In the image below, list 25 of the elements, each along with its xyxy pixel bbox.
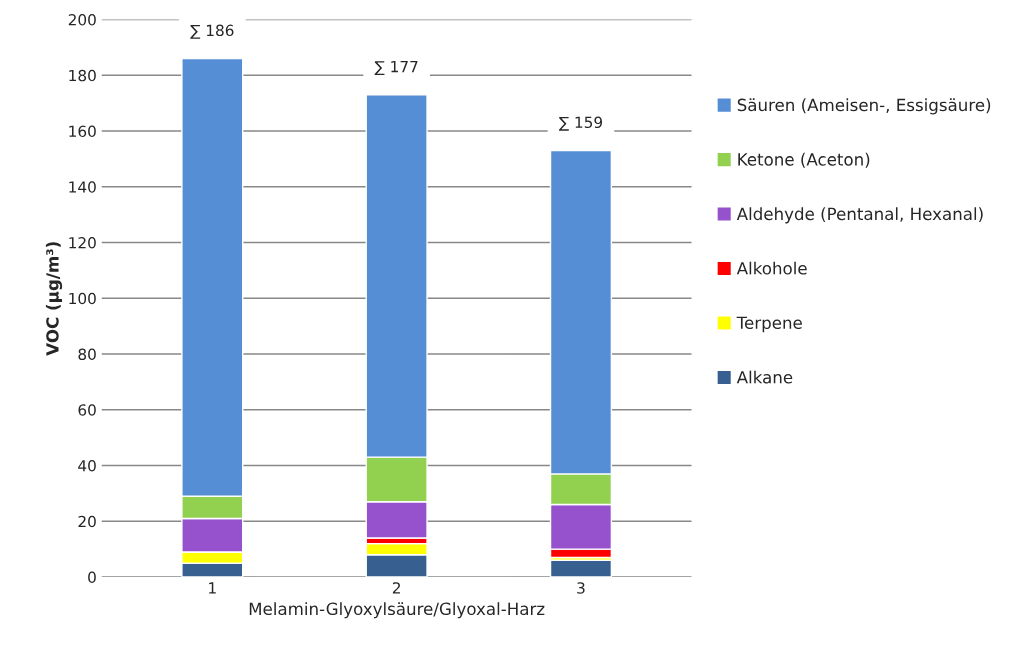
x-tick-label: 1: [209, 582, 216, 594]
y-tick-label: 200: [68, 14, 96, 26]
legend-label: Alkohole: [736, 261, 807, 275]
y-tick-label: 160: [69, 125, 96, 138]
y-tick-label: 100: [69, 292, 96, 305]
x-tick-label: 3: [577, 582, 585, 594]
x-axis-title: Melamin-Glyoxylsäure/Glyoxal-Harz: [249, 602, 545, 619]
y-tick-label: 0: [88, 571, 96, 584]
legend-label: Ketone (Aceton): [738, 152, 870, 168]
legend-label: Aldehyde (Pentanal, Hexanal): [736, 207, 983, 224]
y-tick-label: 80: [78, 348, 96, 361]
legend-label: Säuren (Ameisen-, Essigsäure): [737, 98, 991, 115]
y-axis-title: VOC (µg/m³): [45, 242, 63, 356]
y-tick-label: 140: [69, 181, 96, 193]
y-tick-label: 120: [69, 237, 96, 249]
x-tick-label: 2: [392, 582, 400, 594]
legend-label: Terpene: [736, 316, 802, 333]
annotation: ∑ 159: [558, 116, 603, 131]
annotation: ∑ 186: [190, 24, 234, 39]
legend-label: Alkane: [736, 370, 793, 384]
y-tick-label: 180: [69, 69, 96, 82]
y-tick-label: 20: [78, 515, 96, 528]
y-tick-label: 40: [78, 459, 96, 472]
annotation: ∑ 177: [374, 60, 418, 76]
y-tick-label: 60: [78, 404, 96, 416]
